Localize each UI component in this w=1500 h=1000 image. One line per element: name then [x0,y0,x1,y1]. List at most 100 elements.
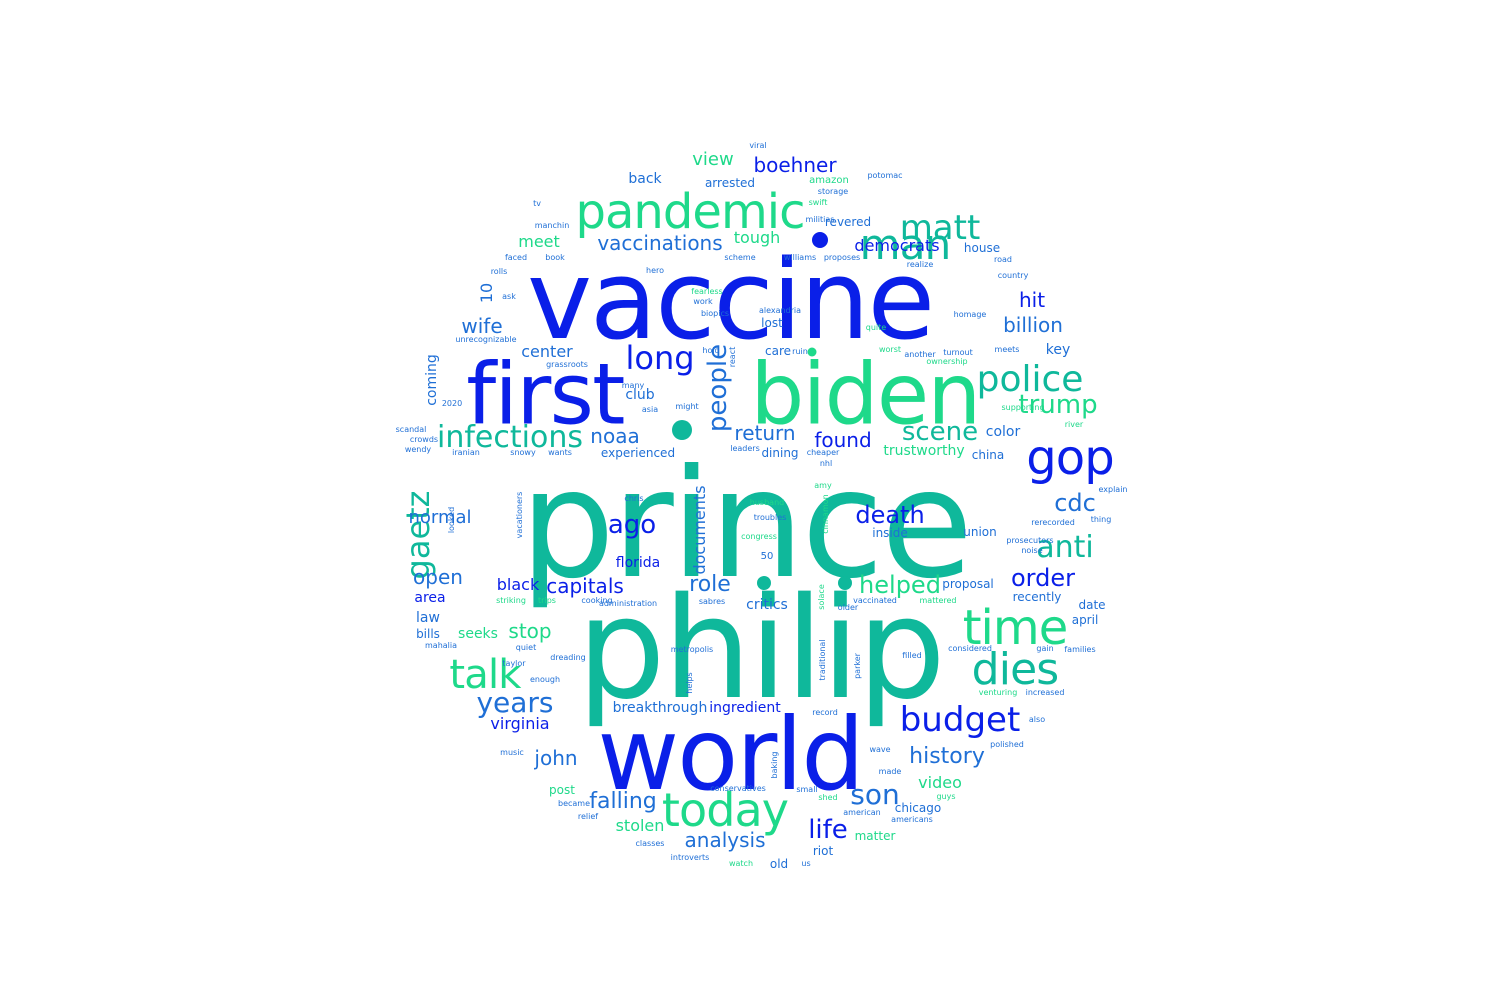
word-ago: ago [607,510,657,540]
cloud-dot [807,347,817,357]
word-many: many [621,381,645,390]
word-worst: worst [878,345,902,354]
word-ownership: ownership [926,357,968,366]
word-faced: faced [504,253,528,262]
word-potomac: potomac [867,171,903,180]
word-boehner: boehner [753,153,837,177]
word-prince: prince [519,438,973,612]
word-storage: storage [817,187,849,196]
word-man: man [859,220,952,269]
word-iranian: iranian [452,448,480,457]
word-stop: stop [508,619,552,643]
word-matter: matter [854,829,896,843]
word-recently: recently [1012,590,1062,604]
word-riot: riot [812,844,834,858]
word-book: book [545,253,565,262]
word-death: death [855,501,925,529]
word-world: world [597,696,864,813]
word-inside: inside [872,526,908,540]
word-wendy: wendy [404,445,432,454]
word-time: time [962,600,1069,656]
word-metropolis: metropolis [670,645,714,654]
word-relief: relief [577,812,599,821]
word-hit: hit [1018,288,1046,312]
word-anti: anti [1036,530,1094,565]
word-date: date [1078,598,1106,612]
word-documents: documents [690,485,709,575]
word-10: 10 [477,282,496,304]
word-critics: critics [746,597,788,613]
word-vaccinations: vaccinations [597,231,723,255]
word-explain: explain [1098,485,1128,494]
word-also: also [1028,715,1046,724]
word-budget: budget [899,700,1021,740]
word-cooking: cooking [581,596,613,605]
word-made: made [878,767,902,776]
word-supporting: supporting [1001,403,1045,412]
word-meet: meet [518,232,560,251]
word-first: first [466,345,625,445]
word-color: color [985,424,1021,440]
word-ingredient: ingredient [709,700,781,716]
word-unrecognizable: unrecognizable [455,335,517,344]
word-militias: militias [805,215,835,224]
word-snowy: snowy [510,448,536,457]
word-us: us [801,859,811,868]
word-capitals: capitals [546,574,624,598]
word-became: became [557,799,591,808]
cloud-dot [838,576,852,590]
word-music: music [500,748,524,757]
cloud-dot [757,576,771,590]
word-helps: helps [685,672,694,694]
word-americans: americans [891,815,933,824]
word-vaccine: vaccine [526,236,935,364]
word-scandal: scandal [395,425,427,434]
word-enough: enough [529,675,561,684]
word-grassroots: grassroots [546,360,588,369]
word-long: long [625,339,695,377]
word-cheaper: cheaper [806,448,840,457]
word-considered: considered [948,644,992,653]
word-meets: meets [994,345,1020,354]
word-fearless: fearless [691,287,723,296]
word-care: care [764,344,792,358]
word-mattered: mattered [919,596,957,605]
word-increased: increased [1025,688,1065,697]
word-striking: striking [496,596,526,605]
word-found: found [814,428,872,452]
word-solace: solace [817,584,826,610]
word-return: return [734,421,796,445]
word-black: black [496,575,540,594]
word-quite: quite [865,323,887,332]
word-arrested: arrested [704,176,756,190]
word-country: country [997,271,1029,280]
word-proposes: proposes [823,253,861,262]
word-experienced: experienced [600,446,676,460]
word-might: might [675,402,699,411]
word-river: river [1064,420,1084,429]
word-viral: viral [749,141,767,150]
word-scene: scene [901,417,979,447]
word-crowds: crowds [409,435,439,444]
word-guys: guys [936,792,956,801]
word-pandemic: pandemic [575,184,805,240]
word-china: china [971,448,1005,462]
cloud-dot [812,232,828,248]
word-rolls: rolls [490,267,508,276]
word-venturing: venturing [978,688,1018,697]
word-tv: tv [533,199,541,208]
word-biden: biden [750,345,981,445]
word-swift: swift [808,198,828,207]
word-quiet: quiet [515,643,537,652]
word-helped: helped [859,571,941,599]
word-ruin: ruin [792,347,808,356]
word-billion: billion [1003,313,1063,337]
word-filled: filled [902,651,922,660]
word-vaccinated: vaccinated [853,596,897,605]
word-stolen: stolen [615,816,665,835]
word-husband: husband [749,498,785,507]
word-view: view [692,149,734,170]
word-today: today [661,783,789,837]
word-matt: matt [899,208,981,248]
word-tough: tough [733,228,781,247]
